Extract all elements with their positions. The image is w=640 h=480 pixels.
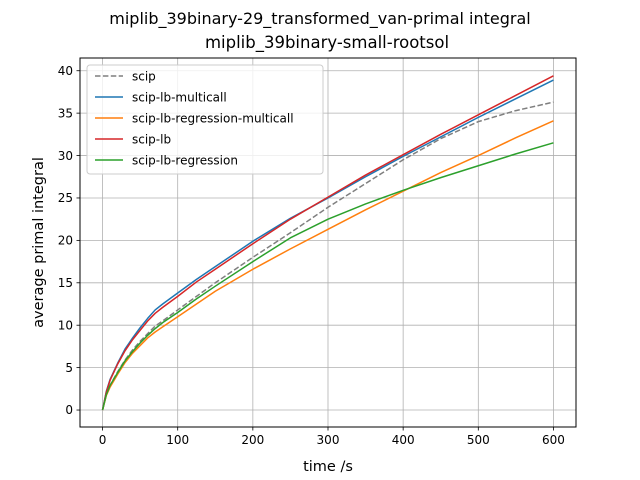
x-tick-label: 600 — [542, 433, 565, 447]
x-tick-label: 200 — [241, 433, 264, 447]
legend-box — [86, 64, 324, 175]
x-axis-label: time /s — [303, 459, 353, 475]
legend: scip scip-lb-multicall scip-lb-regression-… — [86, 64, 324, 175]
y-axis: 0 5 10 15 20 25 30 35 40 — [58, 64, 80, 417]
series-line-scip-lb — [101, 75, 554, 411]
legend-label: scip-lb-multicall — [132, 90, 227, 104]
chart-suptitle: miplib_39binary-29_transformed_van-prima… — [109, 9, 530, 29]
x-tick-label: 500 — [467, 433, 490, 447]
series-line-scip-lb-regression — [101, 142, 554, 411]
legend-label: scip — [132, 69, 156, 83]
legend-label: scip-lb-regression — [132, 153, 238, 167]
x-tick-label: 100 — [166, 433, 189, 447]
x-tick-label: 300 — [317, 433, 340, 447]
x-tick-label: 400 — [392, 433, 415, 447]
y-axis-label: average primal integral — [31, 157, 47, 328]
x-tick-label: 0 — [99, 433, 107, 447]
y-tick-label: 35 — [58, 106, 73, 120]
plot-lines — [101, 75, 554, 411]
series-line-scip-lb-regression-multicall — [101, 120, 554, 411]
y-tick-label: 30 — [58, 149, 73, 163]
y-tick-label: 0 — [65, 403, 73, 417]
y-tick-label: 40 — [58, 64, 73, 78]
chart-title: miplib_39binary-small-rootsol — [205, 33, 449, 53]
x-axis: 0 100 200 300 400 500 600 — [99, 427, 565, 447]
y-tick-label: 15 — [58, 276, 73, 290]
y-tick-label: 20 — [58, 234, 73, 248]
legend-label: scip-lb — [132, 132, 171, 146]
y-tick-label: 5 — [65, 361, 73, 375]
y-tick-label: 25 — [58, 191, 73, 205]
y-tick-label: 10 — [58, 318, 73, 332]
legend-label: scip-lb-regression-multicall — [132, 111, 294, 125]
